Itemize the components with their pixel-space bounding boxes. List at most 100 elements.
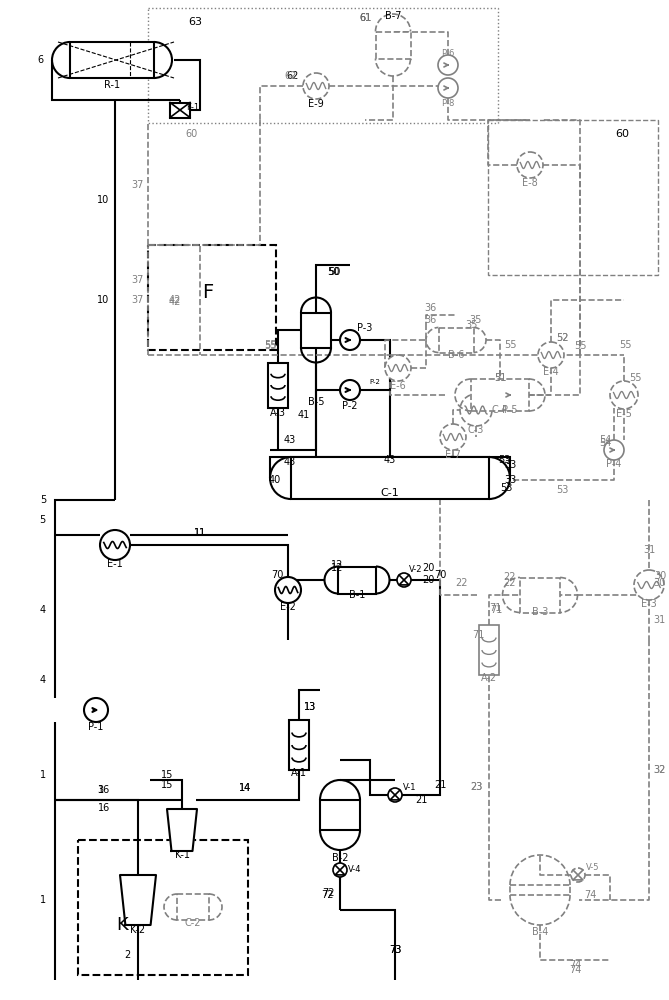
Text: 31: 31: [643, 545, 655, 555]
Text: 16: 16: [98, 803, 110, 813]
Text: 70: 70: [271, 570, 283, 580]
Text: 42: 42: [169, 295, 181, 305]
Text: 52: 52: [556, 333, 568, 343]
Text: 53: 53: [556, 485, 568, 495]
Bar: [471, 379, 529, 411]
Text: 30: 30: [654, 571, 666, 581]
Text: 14: 14: [239, 783, 251, 793]
Text: 42: 42: [169, 297, 181, 307]
Text: 23: 23: [470, 782, 482, 792]
Text: 37: 37: [132, 275, 145, 285]
Text: 55: 55: [574, 341, 586, 351]
Circle shape: [385, 355, 411, 381]
Text: 70: 70: [434, 570, 446, 580]
Bar: [170, 103, 190, 117]
Bar: [78, 840, 248, 975]
Text: 11: 11: [194, 528, 206, 538]
Text: P-5: P-5: [502, 405, 518, 415]
Text: 53: 53: [500, 483, 512, 493]
Bar: [301, 312, 331, 348]
Text: F: F: [203, 282, 213, 302]
Text: E-3: E-3: [641, 599, 657, 609]
Polygon shape: [167, 809, 197, 851]
Text: 22: 22: [504, 572, 516, 582]
Text: 1: 1: [40, 770, 46, 780]
Text: E-1: E-1: [107, 559, 123, 569]
Text: C-2: C-2: [185, 918, 201, 928]
Text: P-2: P-2: [343, 401, 358, 411]
Text: K-2: K-2: [130, 925, 146, 935]
Text: P-6: P-6: [442, 48, 455, 57]
Text: 74: 74: [569, 960, 581, 970]
Text: 20: 20: [422, 563, 434, 573]
Text: 22: 22: [455, 578, 467, 588]
Text: 43: 43: [384, 455, 396, 465]
Text: 21: 21: [434, 780, 446, 790]
Text: B-1: B-1: [349, 590, 365, 600]
Bar: [488, 120, 658, 275]
Bar: [70, 42, 154, 78]
Circle shape: [438, 55, 458, 75]
Text: C-4: C-4: [492, 405, 508, 415]
Text: 62: 62: [285, 71, 297, 81]
Text: V-1: V-1: [403, 784, 417, 792]
Text: 5: 5: [40, 495, 46, 505]
Text: A-2: A-2: [481, 673, 497, 683]
Text: 74: 74: [569, 965, 581, 975]
Text: 37: 37: [132, 180, 145, 190]
Circle shape: [303, 73, 329, 99]
Text: 52: 52: [556, 333, 568, 343]
Text: 40: 40: [269, 475, 281, 485]
Text: F-1: F-1: [187, 103, 199, 111]
Circle shape: [438, 78, 458, 98]
Circle shape: [100, 530, 130, 560]
Bar: [148, 8, 498, 123]
Text: 36: 36: [424, 303, 436, 313]
Text: 72: 72: [320, 890, 333, 900]
Text: 51: 51: [494, 373, 506, 383]
Text: 43: 43: [284, 435, 296, 445]
Text: 72: 72: [322, 888, 334, 898]
Text: 54: 54: [599, 435, 611, 445]
Text: 1: 1: [40, 895, 46, 905]
Bar: [520, 578, 560, 612]
Text: 31: 31: [653, 615, 665, 625]
Text: 60: 60: [615, 129, 629, 139]
Text: 13: 13: [304, 702, 316, 712]
Text: A-1: A-1: [291, 768, 307, 778]
Text: P-1: P-1: [88, 722, 104, 732]
Text: 23: 23: [470, 782, 482, 792]
Text: 55: 55: [264, 341, 276, 351]
Text: E-2: E-2: [280, 602, 296, 612]
Text: 32: 32: [653, 765, 665, 775]
Bar: [375, 31, 411, 58]
Text: P-4: P-4: [606, 459, 622, 469]
Text: 35: 35: [466, 320, 478, 330]
Text: 55: 55: [629, 373, 642, 383]
Text: 13: 13: [304, 702, 316, 712]
Text: P-2: P-2: [369, 379, 381, 385]
Text: 73: 73: [389, 945, 401, 955]
Circle shape: [275, 577, 301, 603]
Circle shape: [397, 573, 411, 587]
Text: 62: 62: [287, 71, 299, 81]
Text: 71: 71: [490, 605, 502, 615]
Circle shape: [610, 381, 638, 409]
Text: E-6: E-6: [390, 381, 406, 391]
Text: 30: 30: [653, 578, 665, 588]
Text: 16: 16: [98, 785, 110, 795]
Text: 51: 51: [494, 373, 506, 383]
Text: 55: 55: [504, 340, 516, 350]
Circle shape: [440, 424, 466, 450]
Text: B-7: B-7: [385, 11, 401, 21]
Text: 55: 55: [264, 340, 276, 350]
Text: A-3: A-3: [270, 408, 286, 418]
Bar: [510, 885, 570, 895]
Circle shape: [340, 330, 360, 350]
Text: 3: 3: [97, 785, 103, 795]
Text: 60: 60: [186, 129, 198, 139]
Text: 12: 12: [330, 560, 343, 570]
Text: 63: 63: [188, 17, 202, 27]
Text: 74: 74: [584, 890, 596, 900]
Circle shape: [84, 698, 108, 722]
